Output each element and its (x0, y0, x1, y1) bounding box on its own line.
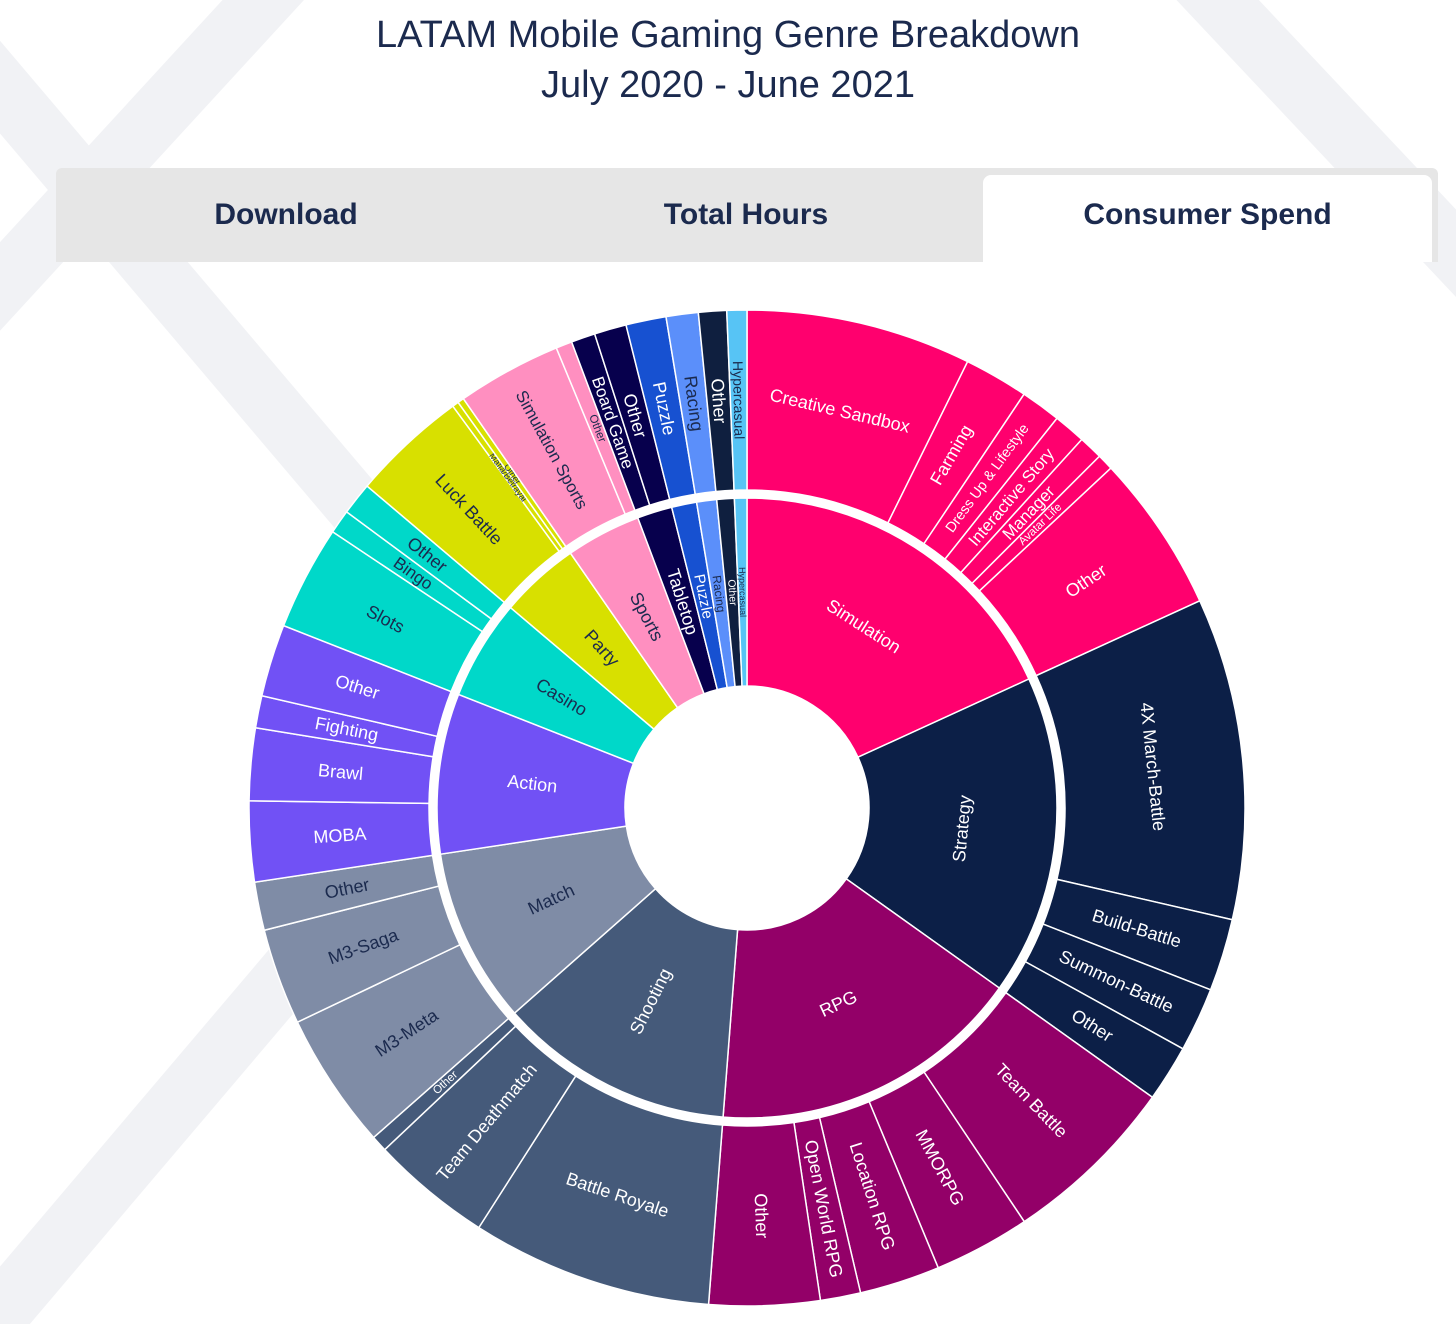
chart-subtitle: July 2020 - June 2021 (541, 64, 915, 106)
subgenre-label-other-other: Other (707, 378, 730, 424)
genre-label-racing: Racing (709, 574, 728, 613)
metric-tabs: Download Total Hours Consumer Spend (56, 168, 1438, 262)
genre-slice-rpg[interactable] (722, 877, 1001, 1119)
tab-total-hours[interactable]: Total Hours (663, 198, 829, 231)
subgenre-slice-hypercasual-hypercasual[interactable] (725, 309, 748, 492)
subgenre-label-action-brawl: Brawl (317, 760, 364, 784)
subgenre-label-hypercasual-hypercasual: Hypercasual (730, 361, 748, 440)
genre-label-hypercasual: Hypercasual (737, 567, 748, 617)
genre-label-other: Other (725, 579, 739, 607)
ring-separator (429, 490, 1065, 1126)
subgenre-label-action-moba: MOBA (313, 824, 367, 848)
center-hole (625, 686, 869, 930)
subgenre-label-rpg-other: Other (751, 1193, 773, 1239)
chart-title: LATAM Mobile Gaming Genre Breakdown (375, 14, 1080, 56)
tab-download[interactable]: Download (214, 198, 358, 231)
tab-consumer-spend[interactable]: Consumer Spend (983, 175, 1432, 262)
